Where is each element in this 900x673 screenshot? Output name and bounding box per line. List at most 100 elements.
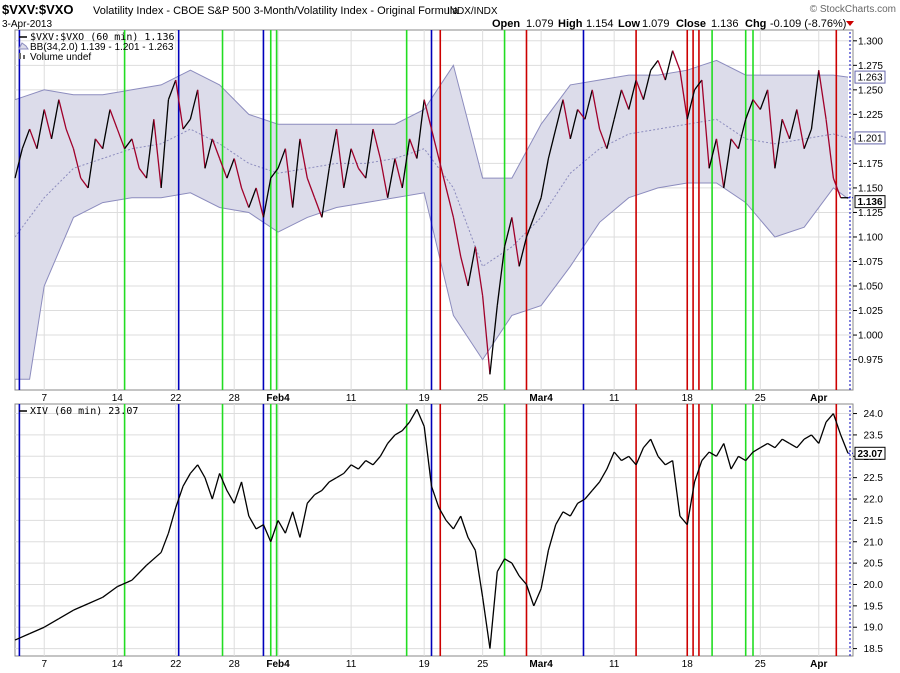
price-segment	[518, 575, 527, 585]
price-segment	[182, 473, 191, 487]
price-segment	[387, 158, 396, 198]
legend-entry: Volume undef	[30, 52, 91, 63]
price-segment	[496, 558, 506, 572]
price-segment	[474, 246, 484, 296]
price-segment	[759, 89, 769, 110]
x-tick-label: Apr	[810, 659, 827, 670]
price-segment	[445, 519, 454, 530]
price-segment	[657, 455, 666, 466]
y-tick-label: 1.300	[858, 36, 883, 47]
y-tick-label: 23.5	[864, 430, 884, 441]
upper-value-tags: 1.263 1.201 1.136	[854, 70, 886, 209]
x-tick-label: 25	[755, 393, 767, 404]
price-segment	[401, 138, 411, 189]
price-segment	[189, 89, 199, 120]
close-label: Close	[676, 18, 706, 30]
price-segment	[145, 119, 155, 179]
y-tick-label: 1.225	[858, 110, 883, 121]
x-tick-label: 11	[346, 659, 357, 670]
price-segment	[774, 119, 783, 169]
price-segment	[540, 550, 550, 589]
price-segment	[343, 148, 352, 189]
price-segment	[262, 524, 272, 543]
x-tick-label: 28	[229, 393, 241, 404]
price-segment	[167, 79, 177, 100]
price-segment	[423, 99, 433, 130]
price-segment	[50, 99, 60, 140]
xiv-price-line	[14, 406, 853, 656]
price-segment	[160, 532, 170, 553]
price-segment	[569, 502, 579, 517]
value-tag-box	[854, 70, 886, 84]
price-segment	[409, 408, 418, 423]
price-segment	[730, 138, 739, 150]
price-segment	[759, 442, 768, 449]
price-segment	[36, 109, 45, 149]
price-segment	[482, 295, 491, 375]
price-segment	[467, 246, 476, 287]
price-segment	[555, 511, 564, 525]
price-segment	[29, 626, 45, 635]
price-segment	[452, 515, 462, 530]
price-segment	[430, 485, 440, 508]
price-segment	[650, 438, 659, 457]
price-segment	[525, 217, 535, 238]
price-segment	[562, 99, 571, 140]
price-segment	[233, 158, 243, 189]
price-segment	[547, 128, 557, 159]
y-tick-label: 1.275	[858, 61, 883, 72]
price-segment	[467, 537, 476, 551]
lower-value-tags: 23.07	[854, 446, 886, 460]
price-segment	[745, 99, 754, 120]
price-segment	[533, 588, 542, 607]
price-segment	[577, 498, 586, 504]
price-segment	[416, 99, 425, 159]
price-segment	[496, 246, 506, 306]
price-segment	[240, 481, 250, 517]
price-segment	[474, 550, 484, 598]
price-segment	[248, 187, 257, 208]
price-segment	[387, 434, 396, 444]
x-tick-label: 7	[41, 393, 47, 404]
price-segment	[635, 447, 645, 466]
price-segment	[240, 187, 250, 208]
x-tick-label: 25	[755, 659, 767, 670]
price-segment	[284, 148, 294, 208]
y-tick-label: 18.5	[864, 644, 884, 655]
upper-y-axis: 1.3001.2751.2501.2251.2001.1751.1501.125…	[853, 36, 883, 366]
price-segment	[672, 50, 681, 71]
value-tag-label: 23.07	[857, 449, 882, 460]
price-segment	[482, 597, 491, 649]
bollinger-lower-line	[15, 182, 849, 380]
value-tag-label: 1.201	[857, 133, 882, 144]
price-segment	[810, 70, 820, 130]
price-segment	[628, 455, 637, 466]
lower-x-axis: 7 14 22 28 Feb4 11 19 25 Mar4 11 18 25 Apr	[41, 659, 827, 670]
price-segment	[73, 603, 89, 611]
price-segment	[796, 438, 805, 449]
price-segment	[138, 167, 148, 179]
price-segment	[577, 109, 586, 120]
price-segment	[102, 586, 118, 598]
price-segment	[109, 109, 118, 130]
value-tag-box	[854, 195, 886, 209]
price-segment	[65, 128, 75, 149]
price-segment	[642, 70, 652, 100]
price-segment	[613, 451, 622, 461]
price-segment	[255, 524, 264, 530]
price-segment	[810, 434, 820, 444]
price-segment	[598, 128, 608, 149]
price-segment	[803, 434, 812, 440]
price-segment	[218, 473, 228, 491]
price-segment	[489, 305, 498, 375]
price-segment	[832, 177, 842, 198]
volume-legend-icon	[19, 53, 21, 59]
price-segment	[438, 507, 447, 521]
price-segment	[503, 217, 513, 247]
price-segment	[628, 79, 637, 110]
price-segment	[117, 579, 133, 588]
price-segment	[306, 494, 316, 504]
price-segment	[365, 459, 374, 466]
price-segment	[94, 138, 104, 150]
price-segment	[460, 256, 469, 287]
